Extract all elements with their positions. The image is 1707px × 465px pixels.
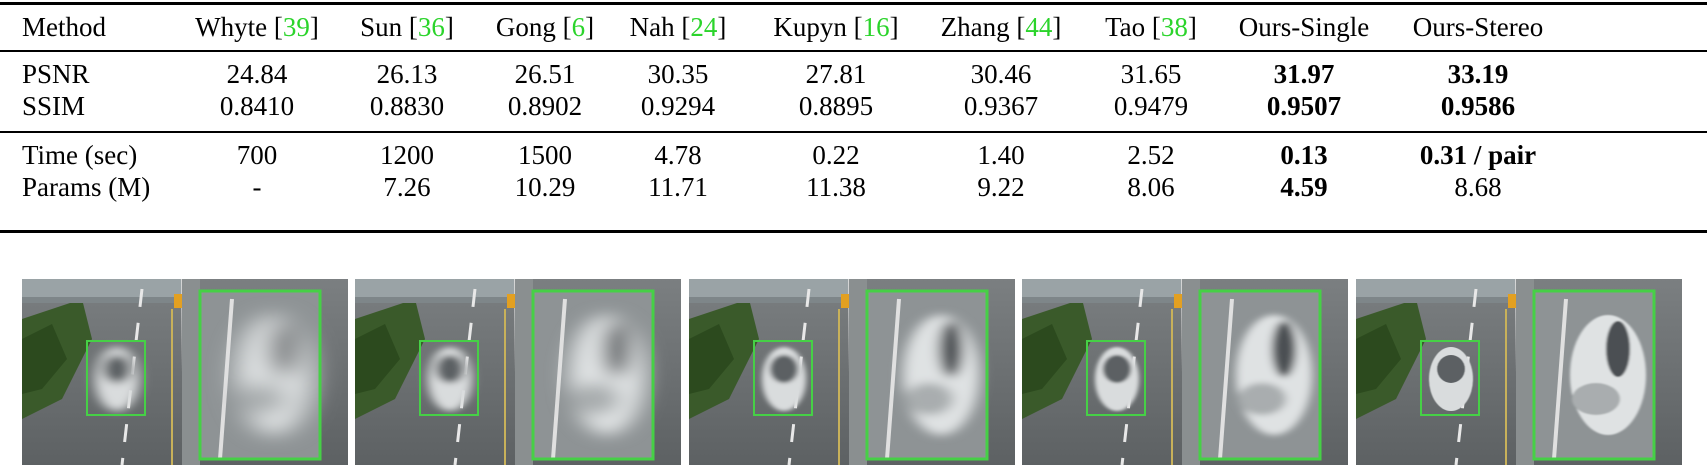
citation-link[interactable]: 36: [417, 12, 445, 42]
citation-link[interactable]: 44: [1025, 12, 1053, 42]
table-cell-best: 0.13: [1280, 140, 1328, 170]
table-cell: 0.9294: [640, 91, 716, 121]
table-cell: 30.46: [970, 59, 1032, 89]
row-label: Params (M): [22, 172, 151, 202]
table-cell: 30.35: [647, 59, 709, 89]
table-row: Time (sec) 700 1200 1500 4.78 0.22 1.40 …: [0, 139, 1707, 171]
bottom-rule: [0, 230, 1707, 233]
citation-link[interactable]: 16: [862, 12, 890, 42]
scene-image: [1356, 279, 1682, 465]
table-row: Params (M) - 7.26 10.29 11.71 11.38 9.22…: [0, 171, 1707, 203]
table-cell: 10.29: [514, 172, 576, 202]
table-cell-best: 33.19: [1447, 59, 1509, 89]
top-rule: [0, 2, 1707, 5]
header-col-2: Sun [36]: [360, 12, 454, 42]
row-label: PSNR: [22, 59, 90, 89]
table-cell: 0.8895: [798, 91, 874, 121]
table-cell-best: 0.9586: [1440, 91, 1516, 121]
table-cell: 11.71: [648, 172, 708, 202]
table-cell: 8.68: [1454, 172, 1502, 202]
table-cell: 11.38: [806, 172, 866, 202]
scene-image: [1022, 279, 1348, 465]
table-cell: 0.8902: [507, 91, 583, 121]
row-label: SSIM: [22, 91, 86, 121]
table-cell: 8.06: [1127, 172, 1175, 202]
header-col-9: Ours-Stereo: [1412, 12, 1544, 42]
table-row: PSNR 24.84 26.13 26.51 30.35 27.81 30.46…: [0, 58, 1707, 90]
header-method-label: Method: [22, 12, 106, 42]
table-cell: 7.26: [383, 172, 431, 202]
result-panel: [1022, 279, 1348, 465]
citation-link[interactable]: 24: [690, 12, 718, 42]
header-rule: [0, 50, 1707, 52]
table-cell: 0.8830: [369, 91, 445, 121]
table-cell: 26.13: [376, 59, 438, 89]
table-cell-best: 0.9507: [1266, 91, 1342, 121]
citation-link[interactable]: 38: [1160, 12, 1188, 42]
table-cell-best: 0.31 / pair: [1419, 140, 1537, 170]
header-col-4: Nah [24]: [629, 12, 727, 42]
table-cell: 0.9367: [963, 91, 1039, 121]
table-cell: 4.78: [654, 140, 702, 170]
table-cell: 31.65: [1120, 59, 1182, 89]
table-cell-best: 31.97: [1273, 59, 1335, 89]
header-col-1: Whyte [39]: [195, 12, 319, 42]
header-col-6: Zhang [44]: [940, 12, 1062, 42]
result-panel: [689, 279, 1015, 465]
citation-link[interactable]: 6: [571, 12, 586, 42]
table-cell: -: [252, 172, 262, 202]
section-rule: [0, 131, 1707, 133]
scene-image: [355, 279, 681, 465]
table-cell: 1.40: [977, 140, 1025, 170]
table-cell: 26.51: [514, 59, 576, 89]
header-col-5: Kupyn [16]: [773, 12, 899, 42]
header-col-3: Gong [6]: [495, 12, 595, 42]
table-cell: 24.84: [226, 59, 288, 89]
table-cell: 1500: [518, 140, 572, 170]
table-cell: 27.81: [805, 59, 867, 89]
table-cell: 0.22: [812, 140, 860, 170]
table-cell: 0.9479: [1113, 91, 1189, 121]
header-row: Method Whyte [39] Sun [36] Gong [6] Nah …: [0, 11, 1707, 43]
header-col-7: Tao [38]: [1105, 12, 1197, 42]
result-panel: [22, 279, 348, 465]
table-cell-best: 4.59: [1280, 172, 1328, 202]
scene-image: [22, 279, 348, 465]
citation-link[interactable]: 39: [282, 12, 310, 42]
table-cell: 700: [236, 140, 278, 170]
result-panel: [1356, 279, 1682, 465]
row-label: Time (sec): [22, 140, 138, 170]
table-cell: 0.8410: [219, 91, 295, 121]
header-col-8: Ours-Single: [1238, 12, 1370, 42]
table-cell: 9.22: [977, 172, 1025, 202]
table-cell: 1200: [380, 140, 434, 170]
table-cell: 2.52: [1127, 140, 1175, 170]
result-panel: [355, 279, 681, 465]
table-row: SSIM 0.8410 0.8830 0.8902 0.9294 0.8895 …: [0, 90, 1707, 122]
scene-image: [689, 279, 1015, 465]
